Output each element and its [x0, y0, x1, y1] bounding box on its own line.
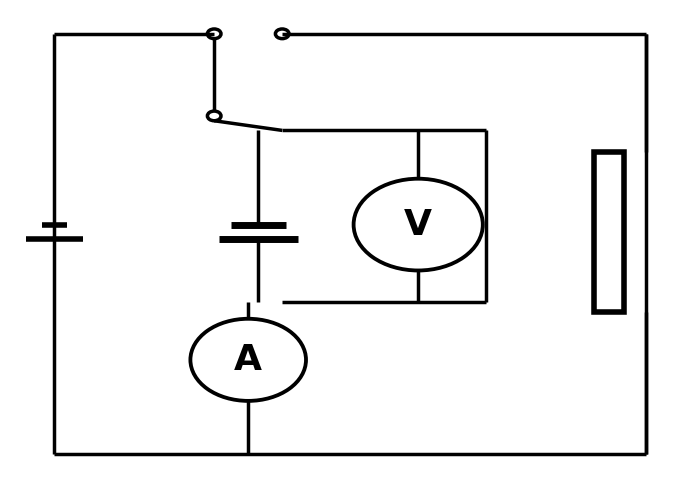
Text: A: A — [234, 343, 262, 377]
Bar — [594, 152, 624, 312]
Text: V: V — [404, 208, 432, 242]
